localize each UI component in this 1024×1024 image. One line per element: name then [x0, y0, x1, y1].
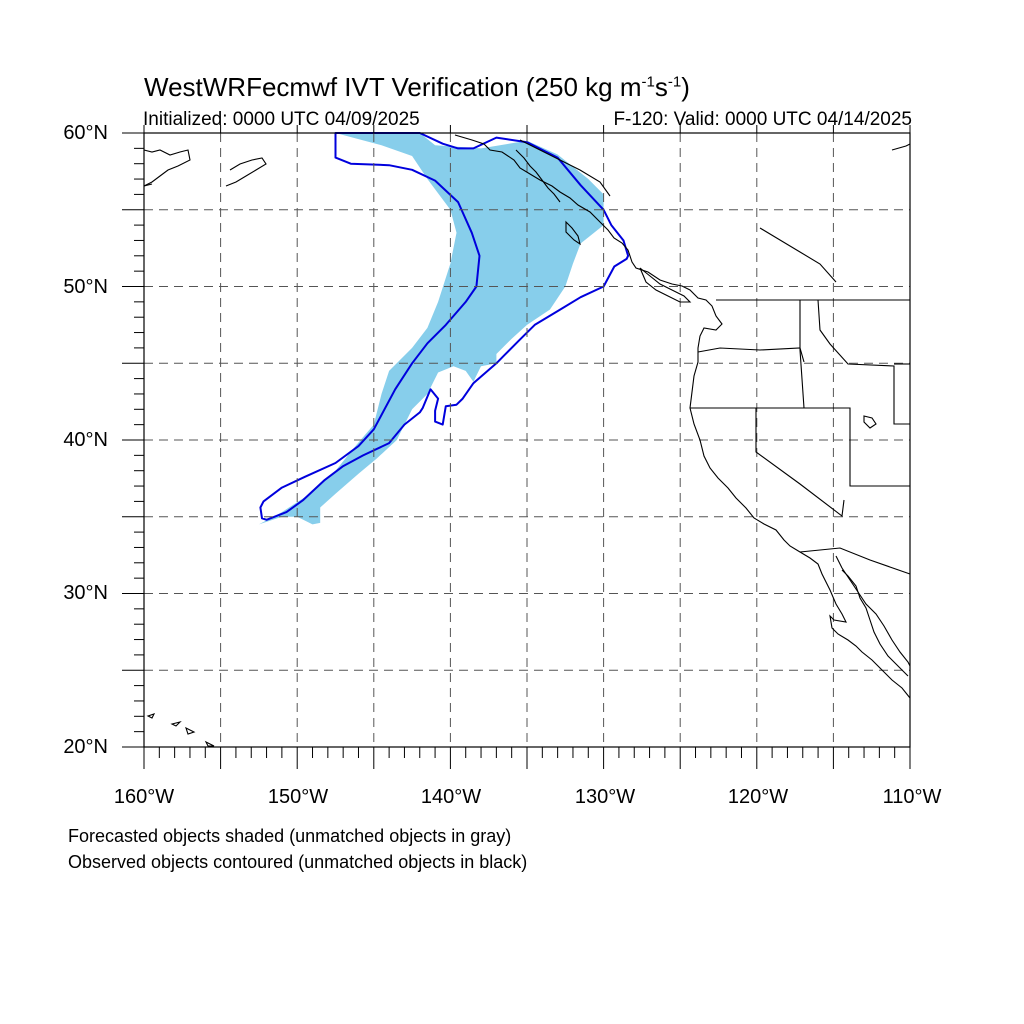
lat-label-60n: 60°N: [63, 122, 108, 144]
alaska-coastline: [143, 149, 191, 187]
vancouver-island: [639, 267, 692, 303]
lon-label-150w: 150°W: [267, 786, 329, 808]
forecast-ivt-object: [258, 133, 604, 525]
oregon-california-border: [690, 407, 910, 487]
mexico-border: [799, 547, 911, 575]
idaho-border: [799, 299, 910, 425]
lat-label-50n: 50°N: [63, 276, 108, 298]
alaska-canada-border: [519, 139, 611, 197]
coastline-and-borders: [143, 134, 911, 747]
forecast-object-layer: [258, 133, 604, 525]
observed-object-layer: [259, 132, 630, 521]
graticule: [122, 125, 911, 769]
legend-note-observed: Observed objects contoured (unmatched ob…: [68, 852, 528, 872]
lat-label-40n: 40°N: [63, 429, 108, 451]
legend-note-forecast: Forecasted objects shaded (unmatched obj…: [68, 826, 512, 846]
lon-label-160w: 160°W: [113, 786, 175, 808]
nevada-lake: [863, 415, 877, 429]
north-america-coastline: [454, 134, 911, 699]
haida-gwaii: [565, 220, 581, 246]
mexico-inner-coast: [841, 569, 909, 677]
canada-boundary-bc: [759, 227, 837, 283]
alaska-kenai: [225, 157, 267, 187]
lon-label-120w: 120°W: [727, 786, 789, 808]
lon-label-110w: 110°W: [882, 786, 942, 808]
lat-label-30n: 30°N: [63, 582, 108, 604]
lon-label-140w: 140°W: [420, 786, 482, 808]
hawaii-islands: [146, 713, 215, 747]
oregon-washington-border: [697, 347, 805, 363]
lat-label-20n: 20°N: [63, 736, 108, 758]
lon-label-130w: 130°W: [574, 786, 636, 808]
california-nevada-border: [755, 408, 845, 518]
chart-title: WestWRFecmwf IVT Verification (250 kg m-…: [144, 72, 690, 102]
gulf-of-california-coast: [835, 555, 911, 667]
valid-time: F-120: Valid: 0000 UTC 04/14/2025: [613, 109, 912, 130]
initialized-time: Initialized: 0000 UTC 04/09/2025: [143, 109, 420, 130]
nunivak-coast: [143, 143, 911, 187]
alaska-panhandle-islands: [515, 149, 561, 203]
observed-ivt-contour: [259, 132, 630, 521]
